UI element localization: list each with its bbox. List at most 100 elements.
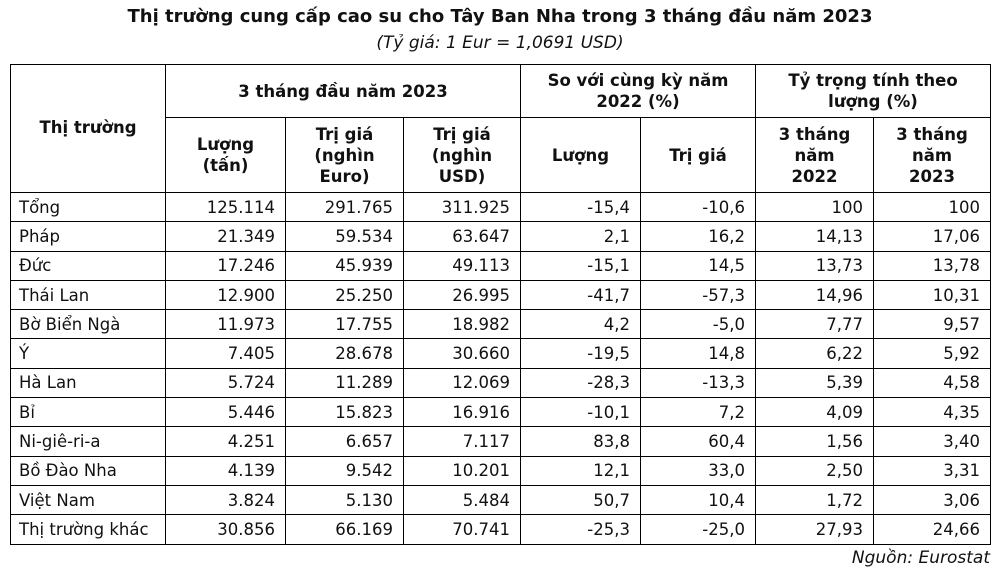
table-cell: 5.484 <box>403 484 521 516</box>
header-cell: Lượng (tấn) <box>165 117 286 193</box>
table-cell: -25,3 <box>520 514 641 545</box>
header-text: So với cùng kỳ năm 2022 (%) <box>547 71 729 111</box>
table-cell: 10,4 <box>640 484 756 516</box>
header-cell: Trị giá (nghìn USD) <box>403 117 521 193</box>
table-cell: 45.939 <box>285 250 404 281</box>
table-cell: 291.765 <box>285 191 404 223</box>
table-cell: 4,35 <box>873 397 991 428</box>
header-text: Trị giá (nghìn USD) <box>431 124 493 186</box>
table-cell: 17,06 <box>873 221 991 252</box>
table-cell: 13,78 <box>873 250 991 281</box>
table-cell: 3.824 <box>165 484 286 516</box>
header-cell: Lượng <box>520 117 641 193</box>
table-row: Bồ Đào Nha 4.139 9.542 10.201 12,1 33,0 2,50 3,… <box>10 455 991 486</box>
table-row: Thái Lan 12.900 25.250 26.995 -41,7 -57,3 14,9… <box>10 279 991 311</box>
table-cell: 10,31 <box>873 279 991 311</box>
header-cell: Trị giá (nghìn Euro) <box>285 117 404 193</box>
table-cell: -10,1 <box>520 397 641 428</box>
table-cell: 50,7 <box>520 484 641 516</box>
table-cell: 100 <box>873 191 991 223</box>
table-cell: 7,2 <box>640 397 756 428</box>
table-cell: 30.856 <box>165 514 286 545</box>
table-cell: 3,06 <box>873 484 991 516</box>
source: Nguồn: Eurostat <box>851 548 990 568</box>
table-cell: 18.982 <box>403 309 521 340</box>
table-cell: -13,3 <box>640 367 756 399</box>
table-cell: 28.678 <box>285 338 404 369</box>
table-cell: 1,56 <box>755 426 874 457</box>
table-cell: -28,3 <box>520 367 641 399</box>
table-cell: 17.755 <box>285 309 404 340</box>
table-cell: 1,72 <box>755 484 874 516</box>
table-cell: 11.973 <box>165 309 286 340</box>
table-cell: Bỉ <box>10 397 166 428</box>
table-cell: -15,1 <box>520 250 641 281</box>
table-cell: 9,57 <box>873 309 991 340</box>
header-cell: 3 tháng năm 2023 <box>873 117 991 193</box>
table-cell: 2,1 <box>520 221 641 252</box>
table-cell: 70.741 <box>403 514 521 545</box>
table-cell: -57,3 <box>640 279 756 311</box>
table-cell: 7,77 <box>755 309 874 340</box>
table-cell: 14,13 <box>755 221 874 252</box>
header-text: Lượng <box>551 145 610 165</box>
table-cell: 4.139 <box>165 455 286 486</box>
table-cell: 5,92 <box>873 338 991 369</box>
table-cell: 25.250 <box>285 279 404 311</box>
table-cell: 6,22 <box>755 338 874 369</box>
table-cell: -25,0 <box>640 514 756 545</box>
table-cell: 26.995 <box>403 279 521 311</box>
table-cell: 311.925 <box>403 191 521 223</box>
table-row: Thị trường khác 30.856 66.169 70.741 -25,3 -2… <box>10 514 991 545</box>
table-row: Hà Lan 5.724 11.289 12.069 -28,3 -13,3 5,39 4,5… <box>10 367 991 399</box>
table-cell: 5,39 <box>755 367 874 399</box>
table-row: Việt Nam 3.824 5.130 5.484 50,7 10,4 1,72 3,06 <box>10 484 991 516</box>
table-cell: Việt Nam <box>10 484 166 516</box>
table-cell: 4.251 <box>165 426 286 457</box>
table-cell: 14,8 <box>640 338 756 369</box>
table-cell: 49.113 <box>403 250 521 281</box>
table-cell: Thị trường khác <box>10 514 166 545</box>
table-cell: 83,8 <box>520 426 641 457</box>
table-cell: Thái Lan <box>10 279 166 311</box>
table-cell: 16.916 <box>403 397 521 428</box>
header-text: Lượng (tấn) <box>196 135 255 175</box>
table-cell: 3,40 <box>873 426 991 457</box>
header-cell: Trị giá <box>640 117 756 193</box>
table-cell: 14,5 <box>640 250 756 281</box>
table-cell: 100 <box>755 191 874 223</box>
header-cell: Tỷ trọng tính theo lượng (%) <box>755 64 991 118</box>
table-cell: Bồ Đào Nha <box>10 455 166 486</box>
table-cell: 9.542 <box>285 455 404 486</box>
table-cell: Đức <box>10 250 166 281</box>
table-cell: Ni-giê-ri-a <box>10 426 166 457</box>
table-cell: -15,4 <box>520 191 641 223</box>
table-cell: 5.724 <box>165 367 286 399</box>
table-cell: 11.289 <box>285 367 404 399</box>
table-cell: 66.169 <box>285 514 404 545</box>
table-cell: -41,7 <box>520 279 641 311</box>
table-row: Bờ Biển Ngà 11.973 17.755 18.982 4,2 -5,0 7,77… <box>10 309 991 340</box>
title: Thị trường cung cấp cao su cho Tây Ban N… <box>127 6 873 27</box>
header-cell: 3 tháng đầu năm 2023 <box>165 64 521 118</box>
table-cell: 7.405 <box>165 338 286 369</box>
table-cell: -19,5 <box>520 338 641 369</box>
table-cell: 125.114 <box>165 191 286 223</box>
table-cell: Bờ Biển Ngà <box>10 309 166 340</box>
table-cell: 27,93 <box>755 514 874 545</box>
table-row: Bỉ 5.446 15.823 16.916 -10,1 7,2 4,09 4,35 <box>10 397 991 428</box>
header-text: Trị giá <box>669 145 727 165</box>
table-cell: 10.201 <box>403 455 521 486</box>
table-cell: 3,31 <box>873 455 991 486</box>
header-text: Trị giá (nghìn Euro) <box>314 124 375 186</box>
table-cell: 13,73 <box>755 250 874 281</box>
table-cell: -10,6 <box>640 191 756 223</box>
table-cell: 12.900 <box>165 279 286 311</box>
table-cell: 59.534 <box>285 221 404 252</box>
table-cell: Pháp <box>10 221 166 252</box>
table-cell: 7.117 <box>403 426 521 457</box>
table-row: Tổng 125.114 291.765 311.925 -15,4 -10,6 100 10… <box>10 191 991 223</box>
table-row: Đức 17.246 45.939 49.113 -15,1 14,5 13,73 13,78 <box>10 250 991 281</box>
table-cell: 4,09 <box>755 397 874 428</box>
table-cell: 24,66 <box>873 514 991 545</box>
